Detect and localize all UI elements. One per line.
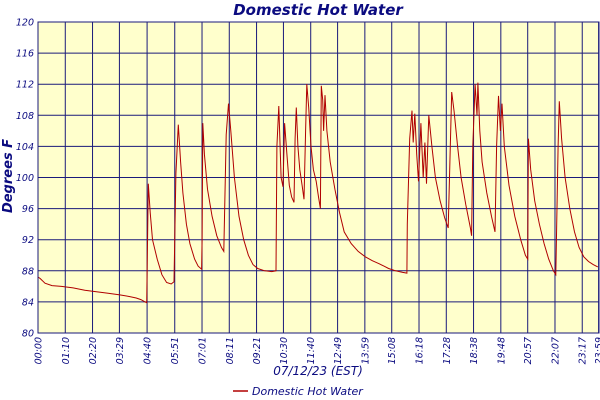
legend-label: Domestic Hot Water: [252, 385, 364, 398]
series-line: [37, 82, 599, 304]
x-tick-label: 15:08: [387, 337, 398, 364]
x-tick-label: 08:11: [225, 337, 236, 364]
legend: Domestic Hot Water: [233, 385, 364, 398]
y-tick-label: 108: [16, 111, 34, 122]
x-tick-label: 20:57: [523, 337, 534, 364]
x-tick-label: 19:48: [496, 337, 507, 364]
y-tick-label: 100: [16, 173, 34, 184]
x-tick-label: 13:59: [360, 337, 371, 364]
x-tick-label: 16:18: [415, 337, 426, 364]
x-tick-label: 04:40: [143, 337, 154, 364]
chart-title: Domestic Hot Water: [233, 1, 404, 19]
y-tick-label: 120: [16, 18, 34, 29]
y-tick-label: 84: [22, 297, 34, 308]
x-tick-label: 07:01: [198, 337, 209, 364]
y-tick-label: 92: [22, 235, 34, 246]
x-tick-label: 18:38: [469, 337, 480, 364]
x-tick-label: 03:29: [115, 337, 126, 364]
x-tick-label: 02:20: [88, 337, 99, 364]
x-axis-ticks: 00:00 01:10 02:20 03:29 04:40 05:51 07:01 08:11…: [34, 337, 600, 364]
y-tick-label: 116: [16, 49, 34, 60]
x-tick-label: 23:59: [594, 337, 600, 364]
y-tick-label: 104: [16, 142, 34, 153]
x-tick-label: 00:00: [34, 337, 45, 364]
x-tick-label: 10:30: [279, 337, 290, 364]
y-axis-label: Degrees F: [1, 139, 16, 213]
plot-frame: [37, 21, 600, 334]
x-tick-label: 12:49: [333, 337, 344, 364]
x-tick-label: 22:07: [550, 337, 561, 364]
y-tick-label: 88: [22, 266, 34, 277]
y-tick-label: 96: [22, 204, 34, 215]
x-tick-label: 05:51: [170, 337, 181, 364]
y-tick-label: 112: [16, 80, 34, 91]
x-tick-label: 23:17: [578, 337, 589, 364]
x-tick-label: 09:21: [252, 337, 263, 364]
x-tick-label: 11:40: [306, 337, 317, 364]
x-axis-label: 07/12/23 (EST): [273, 364, 363, 378]
x-tick-label: 01:10: [61, 337, 72, 364]
y-tick-label: 80: [22, 329, 34, 340]
x-tick-label: 17:28: [442, 337, 453, 364]
y-axis-ticks: 80 84 88 92 96 100 104 108 112 116 120: [16, 18, 34, 340]
